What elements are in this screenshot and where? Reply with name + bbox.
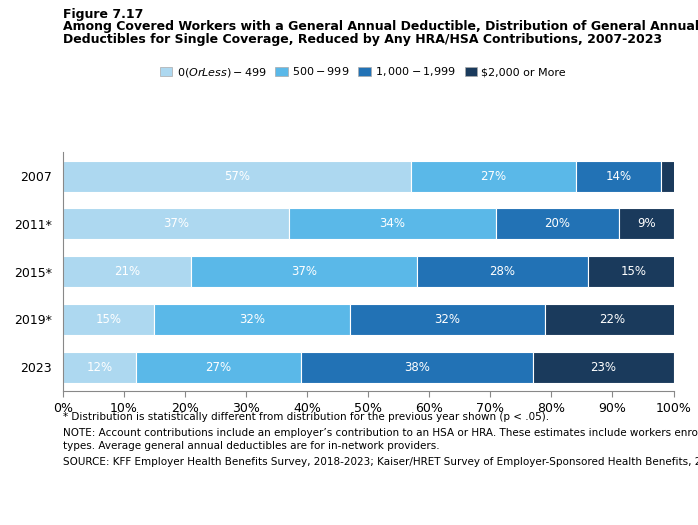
- Bar: [289, 208, 496, 239]
- Text: 27%: 27%: [480, 170, 507, 183]
- Text: 21%: 21%: [114, 265, 140, 278]
- Bar: [533, 352, 674, 383]
- Text: 32%: 32%: [239, 313, 265, 326]
- Text: 32%: 32%: [435, 313, 461, 326]
- Text: 38%: 38%: [404, 361, 430, 374]
- Text: Figure 7.17: Figure 7.17: [63, 8, 143, 21]
- Text: 20%: 20%: [544, 217, 570, 230]
- Bar: [545, 304, 680, 335]
- Bar: [136, 352, 301, 383]
- Text: 12%: 12%: [87, 361, 112, 374]
- Bar: [63, 256, 191, 287]
- Text: 22%: 22%: [600, 313, 625, 326]
- Text: 34%: 34%: [380, 217, 406, 230]
- Bar: [63, 352, 136, 383]
- Text: NOTE: Account contributions include an employer’s contribution to an HSA or HRA.: NOTE: Account contributions include an e…: [63, 428, 698, 438]
- Text: * Distribution is statistically different from distribution for the previous yea: * Distribution is statistically differen…: [63, 412, 549, 422]
- Bar: [63, 304, 154, 335]
- Text: Deductibles for Single Coverage, Reduced by Any HRA/HSA Contributions, 2007-2023: Deductibles for Single Coverage, Reduced…: [63, 33, 662, 46]
- Bar: [350, 304, 545, 335]
- Legend: $0 (Or Less) - $499, $500 - $999, $1,000 - $1,999, $2,000 or More: $0 (Or Less) - $499, $500 - $999, $1,000…: [156, 61, 570, 83]
- Bar: [154, 304, 350, 335]
- Bar: [301, 352, 533, 383]
- Bar: [618, 208, 674, 239]
- Text: 28%: 28%: [489, 265, 516, 278]
- Text: 15%: 15%: [96, 313, 121, 326]
- Text: 23%: 23%: [591, 361, 616, 374]
- Bar: [417, 256, 588, 287]
- Text: types. Average general annual deductibles are for in-network providers.: types. Average general annual deductible…: [63, 441, 440, 451]
- Text: SOURCE: KFF Employer Health Benefits Survey, 2018-2023; Kaiser/HRET Survey of Em: SOURCE: KFF Employer Health Benefits Sur…: [63, 457, 698, 467]
- Text: 15%: 15%: [621, 265, 647, 278]
- Bar: [496, 208, 618, 239]
- Bar: [661, 161, 680, 192]
- Text: 14%: 14%: [606, 170, 632, 183]
- Text: 37%: 37%: [163, 217, 188, 230]
- Text: 57%: 57%: [224, 170, 250, 183]
- Bar: [576, 161, 662, 192]
- Bar: [411, 161, 576, 192]
- Bar: [191, 256, 417, 287]
- Text: Among Covered Workers with a General Annual Deductible, Distribution of General : Among Covered Workers with a General Ann…: [63, 20, 698, 33]
- Text: 9%: 9%: [637, 217, 655, 230]
- Text: 27%: 27%: [205, 361, 232, 374]
- Text: 37%: 37%: [291, 265, 317, 278]
- Bar: [63, 208, 289, 239]
- Bar: [588, 256, 680, 287]
- Bar: [63, 161, 411, 192]
